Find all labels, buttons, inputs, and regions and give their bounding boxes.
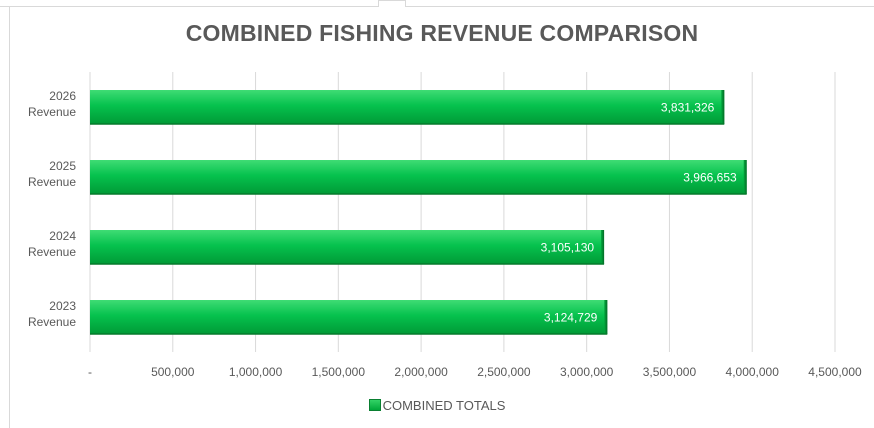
y-tick-label: 2026: [49, 89, 76, 103]
x-tick-label: 1,500,000: [312, 365, 366, 379]
x-tick-label: 4,000,000: [726, 365, 780, 379]
y-tick-label: Revenue: [28, 245, 76, 259]
data-label: 3,966,653: [683, 171, 737, 185]
y-tick-label: 2024: [49, 229, 76, 243]
y-tick-label: 2023: [49, 299, 76, 313]
y-tick-label: Revenue: [28, 175, 76, 189]
x-tick-label: -: [88, 365, 92, 379]
x-tick-label: 2,500,000: [477, 365, 531, 379]
sheet-border-left: [9, 6, 10, 428]
bar-end: [743, 160, 747, 194]
legend-label: COMBINED TOTALS: [382, 398, 506, 413]
y-tick-label: Revenue: [28, 315, 76, 329]
bar: [90, 230, 605, 264]
y-axis-labels: 2026 Revenue 2025 Revenue 2024 Revenue 2023 Rev…: [28, 89, 76, 329]
sheet-border-top: [0, 6, 874, 7]
sheet-tab-stub: [378, 0, 406, 7]
y-tick-label: Revenue: [28, 105, 76, 119]
data-label: 3,831,326: [661, 101, 715, 115]
chart-title: COMBINED FISHING REVENUE COMPARISON: [185, 20, 699, 46]
bar: [90, 90, 725, 124]
x-tick-label: 2,000,000: [394, 365, 448, 379]
x-tick-label: 500,000: [151, 365, 195, 379]
bar: [90, 300, 608, 334]
bar-end: [604, 300, 608, 334]
bar-series: 3,831,326 3,966,653 3,105,130 3,124,729: [90, 90, 747, 335]
x-tick-label: 4,500,000: [808, 365, 862, 379]
data-label: 3,124,729: [544, 311, 598, 325]
bar-end: [601, 230, 605, 264]
bar: [90, 160, 747, 194]
x-tick-label: 1,000,000: [229, 365, 283, 379]
x-axis-labels: - 500,000 1,000,000 1,500,000 2,000,000 2,500…: [88, 365, 862, 379]
data-label: 3,105,130: [541, 241, 595, 255]
y-tick-label: 2025: [49, 159, 76, 173]
bar-end: [721, 90, 725, 124]
x-tick-label: 3,000,000: [560, 365, 614, 379]
x-tick-label: 3,500,000: [643, 365, 697, 379]
legend: COMBINED TOTALS: [0, 398, 874, 413]
legend-swatch: [368, 399, 381, 411]
